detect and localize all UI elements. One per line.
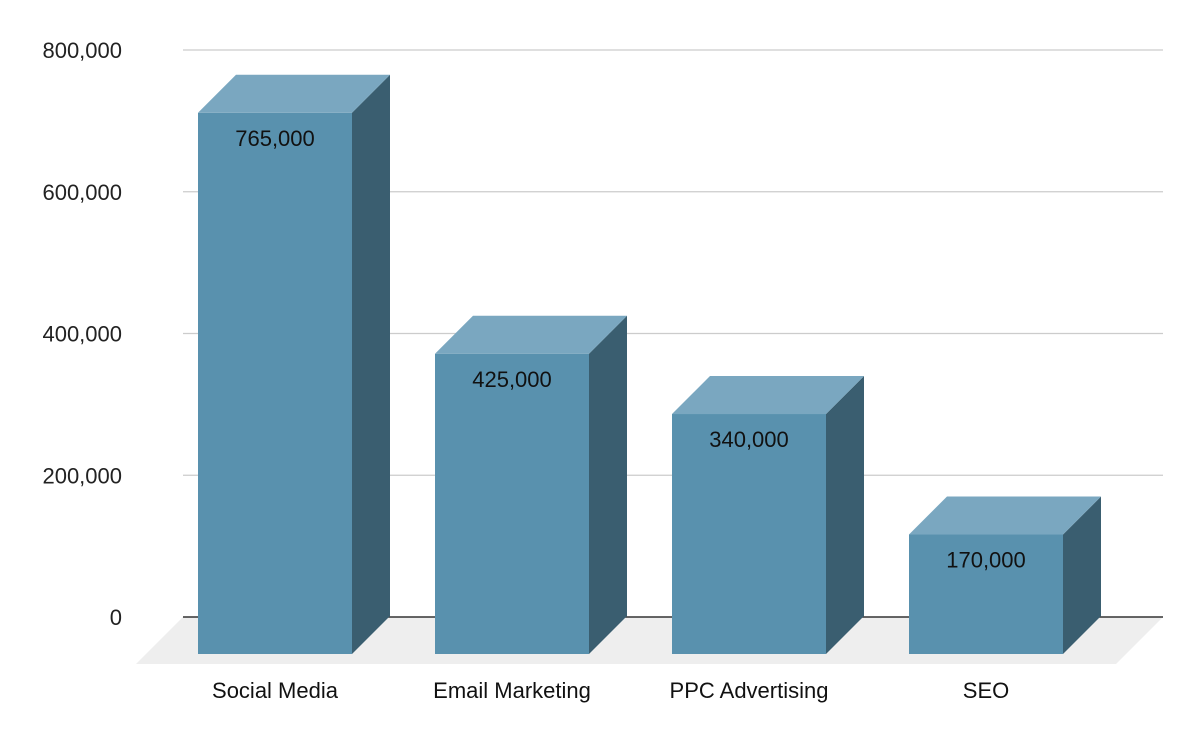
bar-front xyxy=(435,353,589,654)
bar: 425,000 xyxy=(435,315,627,654)
y-tick-label: 600,000 xyxy=(42,180,122,205)
data-label: 765,000 xyxy=(235,126,315,151)
bar-front xyxy=(198,112,352,654)
x-category-label: SEO xyxy=(963,678,1009,703)
y-axis-ticks: 0 200,000 400,000 600,000 800,000 xyxy=(42,38,122,630)
bar: 340,000 xyxy=(672,376,864,654)
y-tick-label: 0 xyxy=(110,605,122,630)
bar-top xyxy=(198,74,390,113)
bar-side xyxy=(352,74,390,654)
bar-side xyxy=(826,376,864,654)
bar-top xyxy=(672,376,864,415)
bar-front xyxy=(909,534,1063,654)
y-tick-label: 800,000 xyxy=(42,38,122,63)
chart-floor xyxy=(136,617,1163,664)
data-label: 425,000 xyxy=(472,367,552,392)
y-tick-label: 400,000 xyxy=(42,322,122,347)
x-category-label: Email Marketing xyxy=(433,678,591,703)
bar-front xyxy=(672,414,826,654)
bar: 170,000 xyxy=(909,496,1101,654)
bar-side xyxy=(589,315,627,654)
data-label: 170,000 xyxy=(946,548,1026,573)
bar: 765,000 xyxy=(198,74,390,654)
bar-top xyxy=(909,496,1101,535)
x-category-label: PPC Advertising xyxy=(670,678,829,703)
x-category-label: Social Media xyxy=(212,678,339,703)
data-label: 340,000 xyxy=(709,427,789,452)
bar-side xyxy=(1063,496,1101,654)
bars: 765,000 425,000 340,000 170,000 xyxy=(198,74,1101,654)
x-axis-categories: Social Media Email Marketing PPC Advertisi… xyxy=(212,678,1009,703)
bar-top xyxy=(435,315,627,354)
y-tick-label: 200,000 xyxy=(42,463,122,488)
